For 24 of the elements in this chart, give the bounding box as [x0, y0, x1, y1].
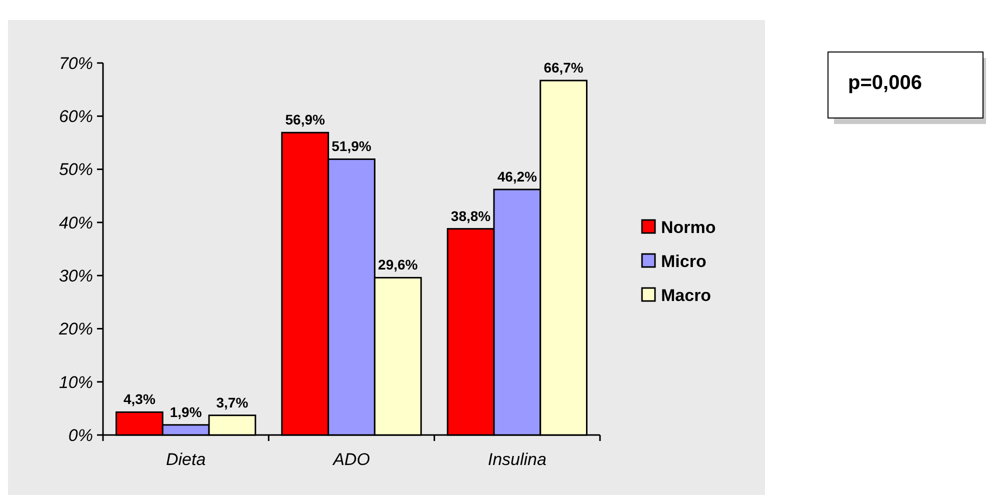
data-label: 1,9%: [170, 404, 202, 420]
y-tick-label: 10%: [58, 372, 93, 392]
data-label: 38,8%: [450, 208, 492, 224]
data-label: 46,2%: [497, 168, 538, 184]
y-tick-label: 70%: [58, 54, 93, 73]
y-tick-label: 30%: [58, 266, 93, 286]
data-label: 4,3%: [123, 391, 156, 408]
data-label: 29,6%: [378, 256, 418, 273]
legend-label: Micro: [661, 252, 706, 271]
x-tick-label: Dieta: [166, 450, 206, 469]
data-label: 3,7%: [216, 394, 249, 410]
x-tick-label: ADO: [332, 450, 370, 469]
y-tick-label: 50%: [58, 160, 93, 180]
legend-label: Macro: [661, 286, 712, 305]
y-tick-label: 20%: [58, 320, 93, 339]
data-label: 66,7%: [544, 60, 584, 76]
y-tick-label: 40%: [58, 213, 93, 232]
legend-label: Normo: [661, 218, 716, 237]
x-tick-label: Insulina: [488, 450, 546, 469]
data-label: 56,9%: [285, 112, 326, 128]
y-tick-label: 60%: [58, 107, 93, 126]
text: p=0,006: [848, 72, 922, 94]
y-tick-label: 0%: [68, 426, 93, 445]
data-label: 51,9%: [332, 138, 372, 154]
